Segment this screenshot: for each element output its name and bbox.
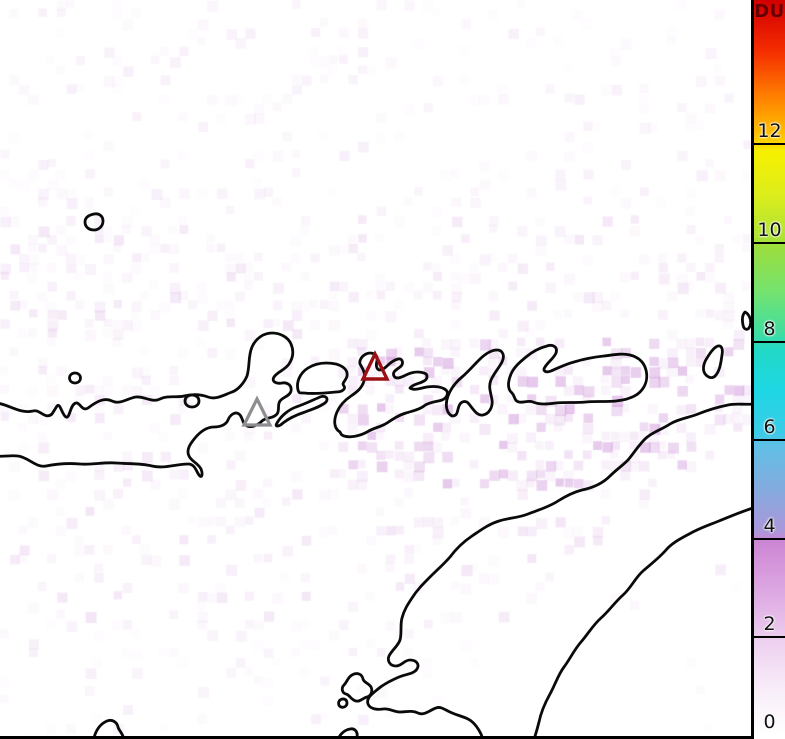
- colorbar-tick-label: 6: [763, 416, 776, 439]
- map-area: [0, 0, 754, 739]
- island-adonara-coastline: [296, 361, 349, 395]
- islet-oval-nw-coastline: [83, 212, 105, 232]
- colorbar-tick-line: [754, 537, 785, 540]
- colorbar: DU 12 10 8 6 4 2 0: [754, 0, 785, 739]
- island-semau-coastline: [340, 672, 374, 703]
- island-flores-coastline: [0, 331, 295, 478]
- volcano-marker-red: [360, 350, 390, 381]
- colorbar-tick-label: 12: [757, 120, 782, 143]
- colorbar-tick-line: [754, 636, 785, 639]
- colorbar-tick-label: 2: [763, 613, 776, 636]
- island-small-east-coastline: [702, 344, 724, 380]
- colorbar-tick-label: 10: [757, 219, 782, 241]
- islet-circle-coastline: [183, 393, 201, 409]
- colorbar-tick-label: 0: [763, 711, 776, 733]
- island-lembata-coastline: [333, 351, 449, 439]
- colorbar-tick-line: [754, 143, 785, 146]
- colorbar-tick-line: [754, 242, 785, 244]
- island-alor-coastline: [507, 344, 649, 406]
- islet-dot-coastline: [68, 371, 82, 385]
- coastline-layer: [0, 212, 751, 736]
- island-edge-sliver-coastline: [741, 310, 751, 331]
- island-pantar-coastline: [444, 348, 505, 418]
- islet-semau-small-coastline: [337, 697, 349, 709]
- colorbar-tick-label: 4: [763, 514, 776, 537]
- volcano-marker-gray: [241, 395, 273, 427]
- island-bottom-mid-coastline: [338, 727, 359, 736]
- island-timor-coastline: [366, 402, 751, 736]
- colorbar-unit-label: DU: [754, 1, 785, 22]
- colorbar-tick-line: [754, 340, 785, 343]
- island-solor-coastline: [274, 394, 329, 428]
- colorbar-tick-label: 8: [763, 317, 776, 340]
- colorbar-tick-line: [754, 439, 785, 442]
- island-bottom-left-coastline: [93, 718, 125, 736]
